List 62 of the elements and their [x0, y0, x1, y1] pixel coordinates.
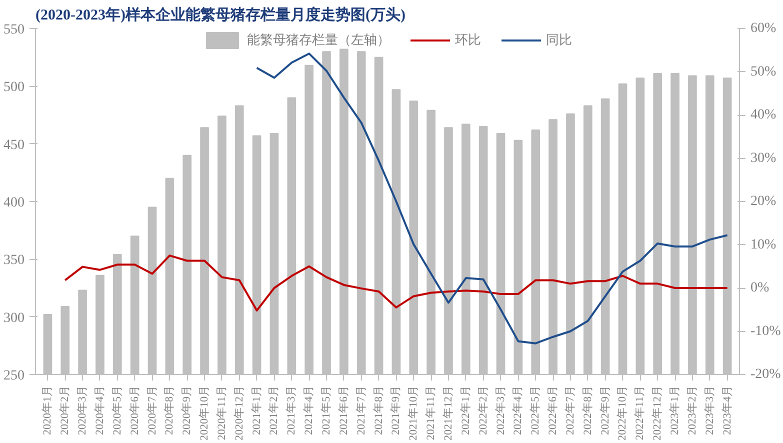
x-tick-label: 2022年1月	[460, 386, 472, 435]
x-tick-label: 2020年4月	[94, 386, 106, 435]
y2-tick-label: 40%	[750, 108, 776, 122]
y2-tick-label: 30%	[750, 150, 776, 166]
y2-tick-label: 20%	[750, 194, 776, 209]
y2-tick-label: 50%	[750, 64, 776, 80]
x-tick-label: 2022年7月	[564, 386, 576, 435]
y-tick-label: 500	[4, 80, 24, 96]
x-tick-label: 2021年3月	[286, 386, 298, 435]
x-tick-label: 2022年3月	[494, 386, 507, 435]
x-tick-label: 2020年12月	[233, 386, 246, 440]
x-tick-label: 2021年10月	[408, 386, 420, 440]
y-tick-label: 550	[4, 22, 24, 38]
x-tick-label: 2023年1月	[669, 386, 682, 435]
y-tick-label: 350	[4, 253, 24, 268]
y2-tick-label: 10%	[750, 237, 776, 252]
y-tick-label: 300	[4, 310, 24, 326]
x-tick-label: 2023年3月	[704, 386, 716, 435]
x-tick-label: 2022年9月	[599, 386, 612, 435]
y-tick-label: 450	[4, 138, 24, 153]
x-tick-label: 2020年1月	[42, 386, 54, 435]
x-tick-label: 2021年8月	[372, 386, 385, 435]
x-tick-label: 2022年2月	[477, 386, 490, 435]
x-tick-label: 2022年12月	[652, 386, 664, 440]
x-tick-label: 2021年11月	[425, 386, 438, 440]
y2-tick-label: 0%	[750, 280, 770, 296]
x-tick-label: 2020年8月	[164, 386, 176, 435]
x-tick-label: 2022年5月	[530, 386, 542, 435]
chart-title: (2020-2023年)样本企业能繁母猪存栏量月度走势图(万头)	[36, 6, 406, 24]
x-tick-label: 2021年7月	[355, 386, 368, 435]
y2-tick-label: -20%	[750, 367, 782, 382]
y-tick-label: 250	[4, 368, 24, 384]
x-tick-label: 2020年10月	[198, 386, 211, 440]
x-tick-label: 2021年4月	[303, 386, 316, 435]
line-series	[256, 52, 728, 344]
x-tick-label: 2020年2月	[59, 386, 72, 435]
x-tick-label: 2021年1月	[250, 386, 263, 435]
x-tick-label: 2020年11月	[216, 386, 228, 440]
x-tick-label: 2021年9月	[390, 386, 402, 435]
x-tick-label: 2022年4月	[512, 386, 524, 435]
legend-label: 环比	[455, 31, 481, 49]
y2-tick-label: 60%	[750, 21, 776, 36]
legend-label: 能繁母猪存栏量（左轴）	[247, 31, 390, 49]
x-tick-label: 2020年9月	[181, 386, 194, 435]
line-series	[64, 254, 728, 312]
x-tick-label: 2021年6月	[338, 386, 350, 435]
x-tick-label: 2020年7月	[146, 386, 158, 435]
x-tick-label: 2022年11月	[634, 386, 646, 440]
y2-tick-label: -10%	[750, 324, 782, 339]
x-tick-label: 2022年8月	[582, 386, 594, 435]
x-tick-label: 2021年5月	[320, 386, 333, 435]
x-tick-label: 2022年10月	[616, 386, 629, 440]
x-tick-label: 2021年12月	[442, 386, 454, 440]
x-tick-label: 2020年5月	[111, 386, 124, 435]
x-tick-label: 2020年6月	[128, 386, 141, 435]
x-tick-label: 2021年2月	[268, 386, 280, 435]
x-tick-label: 2020年3月	[76, 386, 89, 435]
x-tick-label: 2023年2月	[686, 386, 698, 435]
x-tick-label: 2022年6月	[547, 386, 560, 435]
x-tick-label: 2023年4月	[721, 386, 734, 435]
legend-label: 同比	[546, 31, 572, 49]
y-tick-label: 400	[4, 196, 24, 210]
